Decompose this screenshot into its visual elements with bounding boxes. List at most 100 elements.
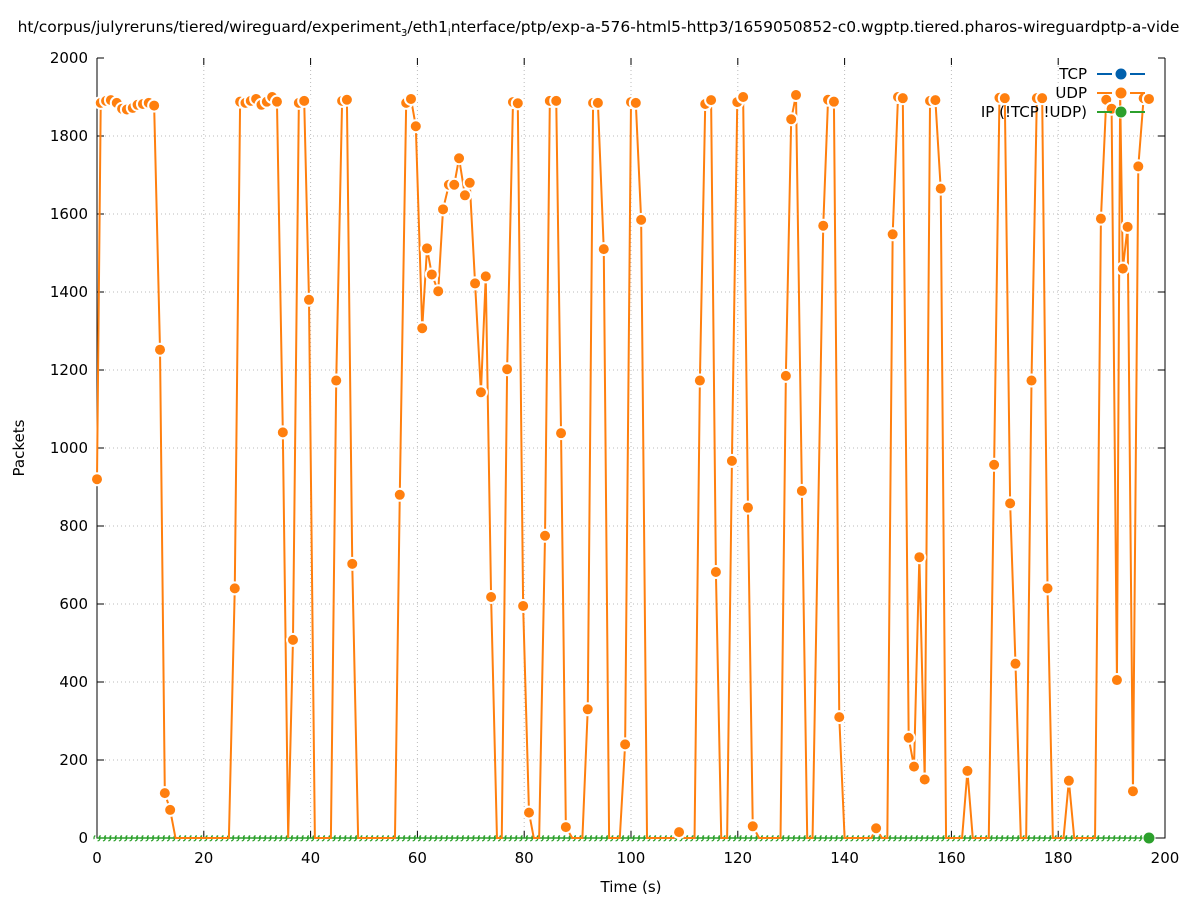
x-tick-label: 100 xyxy=(617,849,646,867)
udp-point xyxy=(510,96,525,111)
x-tick-label: 140 xyxy=(830,849,859,867)
ip-point xyxy=(114,834,122,842)
y-tick-label: 800 xyxy=(59,517,88,535)
udp-point xyxy=(912,550,927,565)
x-tick-label: 0 xyxy=(92,849,102,867)
ip-point xyxy=(830,834,838,842)
udp-point xyxy=(227,581,242,596)
udp-point xyxy=(392,487,407,502)
ip-point xyxy=(1107,834,1116,842)
ip-point xyxy=(563,834,571,842)
ip-point xyxy=(349,834,357,842)
udp-point xyxy=(580,702,595,717)
ip-point xyxy=(782,834,790,842)
ip-point xyxy=(488,834,496,842)
ip-point xyxy=(1118,834,1126,842)
ip-point xyxy=(525,834,534,842)
title-part: /eth1 xyxy=(407,18,448,36)
udp-point xyxy=(424,267,439,282)
udp-point xyxy=(789,88,804,103)
ip-point xyxy=(899,834,907,842)
udp-point xyxy=(1040,581,1055,596)
ip-point xyxy=(253,834,261,842)
x-tick-label: 80 xyxy=(515,849,534,867)
ip-point xyxy=(1033,834,1041,842)
x-tick-label: 160 xyxy=(937,849,966,867)
ip-point xyxy=(477,834,486,842)
ip-point xyxy=(1065,834,1073,842)
ip-point xyxy=(344,834,352,842)
udp-point xyxy=(708,565,723,580)
ip-point xyxy=(125,834,133,842)
udp-point xyxy=(1024,373,1039,388)
ip-point xyxy=(696,834,705,842)
ip-point xyxy=(835,834,843,842)
udp-point xyxy=(452,151,467,166)
ip-point xyxy=(873,834,881,842)
ip-point xyxy=(424,834,432,842)
ip-point xyxy=(600,834,608,842)
udp-point xyxy=(724,453,739,468)
udp-point xyxy=(960,763,975,778)
y-tick-label: 1400 xyxy=(50,283,88,301)
ip-point xyxy=(584,834,592,842)
udp-point xyxy=(1061,773,1076,788)
ip-point xyxy=(515,834,523,842)
ip-point xyxy=(590,834,598,842)
ip-point xyxy=(520,834,528,842)
ip-point xyxy=(557,834,566,842)
ip-point xyxy=(301,834,309,842)
ip-point xyxy=(136,834,144,842)
udp-point xyxy=(301,292,316,307)
legend-label-tcp: TCP xyxy=(1058,65,1087,83)
ip-point xyxy=(483,834,491,842)
udp-point xyxy=(269,94,284,109)
udp-point xyxy=(436,202,451,217)
ip-point xyxy=(413,834,421,842)
y-tick-label: 600 xyxy=(59,595,88,613)
y-tick-label: 1000 xyxy=(50,439,88,457)
udp-point xyxy=(794,483,809,498)
udp-point xyxy=(634,212,649,227)
udp-point xyxy=(1035,91,1050,106)
ip-point xyxy=(285,834,293,842)
udp-series-line xyxy=(96,93,1150,839)
ip-point xyxy=(397,834,405,842)
udp-point xyxy=(826,94,841,109)
udp-point xyxy=(420,241,435,256)
ip-point xyxy=(290,834,299,842)
legend-marker-ip xyxy=(1114,105,1128,119)
x-axis-label: Time (s) xyxy=(600,878,662,896)
udp-point xyxy=(1120,219,1135,234)
ip-point xyxy=(242,834,251,842)
ip-point xyxy=(146,834,154,842)
udp-point xyxy=(987,457,1002,472)
ip-point xyxy=(264,834,272,842)
udp-point xyxy=(596,242,611,257)
ip-point xyxy=(403,834,411,842)
ip-point xyxy=(712,834,721,842)
udp-point xyxy=(784,112,799,127)
udp-point xyxy=(1131,159,1146,174)
ip-point xyxy=(915,834,923,842)
udp-point xyxy=(933,181,948,196)
udp-point xyxy=(901,730,916,745)
udp-point xyxy=(907,759,922,774)
udp-point xyxy=(415,321,430,336)
ip-point xyxy=(435,834,443,842)
udp-point xyxy=(1125,784,1140,799)
ip-point xyxy=(937,834,945,842)
udp-point xyxy=(554,426,569,441)
ip-point xyxy=(157,834,165,842)
legend-label-udp: UDP xyxy=(1055,84,1087,102)
ip-point xyxy=(232,834,240,842)
ip-point xyxy=(1129,834,1137,842)
ip-point xyxy=(541,834,550,842)
ip-point xyxy=(333,834,341,842)
ip-point xyxy=(141,834,149,842)
ip-point xyxy=(280,834,288,842)
ip-point xyxy=(339,834,347,842)
udp-point xyxy=(447,177,462,192)
